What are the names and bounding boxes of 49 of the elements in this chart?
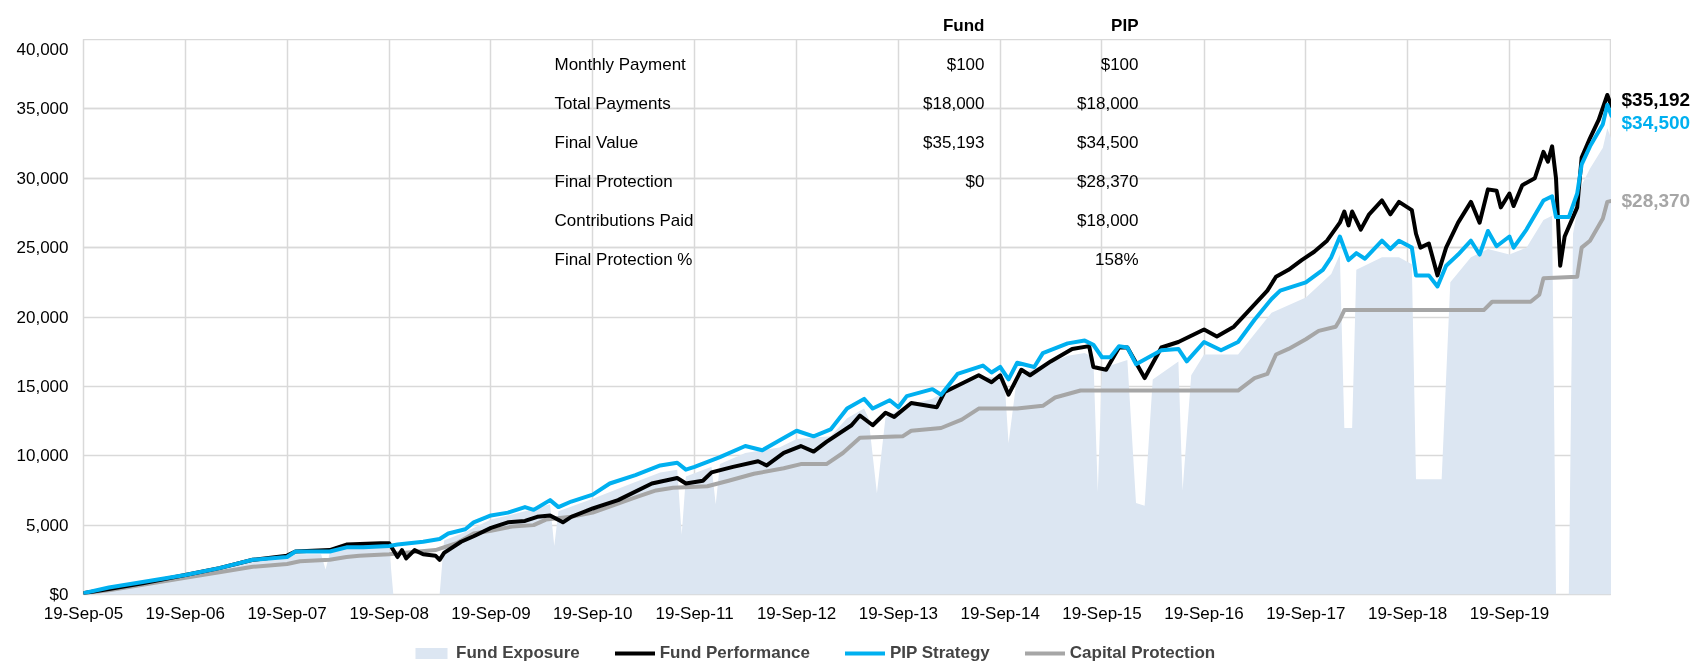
y-tick-label: 10,000	[16, 446, 69, 466]
y-tick-label: 15,000	[16, 376, 69, 396]
y-tick-label: $0	[49, 585, 69, 604]
text: PIP	[1111, 15, 1139, 35]
x-tick-label: 19-Sep-10	[553, 603, 633, 623]
legend-label: Capital Protection	[1069, 643, 1216, 663]
annotation: Total Payments	[554, 93, 671, 113]
data-label: $35,192	[1621, 89, 1691, 111]
annotation: Final Value	[554, 132, 639, 152]
x-tick-label: 19-Sep-16	[1164, 603, 1244, 623]
x-tick-label: 19-Sep-19	[1469, 603, 1550, 623]
x-tick-label: 19-Sep-07	[247, 603, 327, 623]
annotation: Monthly Payment	[554, 54, 687, 74]
x-tick-label: 19-Sep-05	[43, 603, 124, 623]
y-tick-label: 25,000	[16, 238, 69, 258]
text: Fund	[942, 15, 985, 35]
annotation: $28,370	[1077, 171, 1139, 191]
x-tick-label: 19-Sep-09	[451, 603, 531, 623]
annotation: $0	[965, 171, 985, 191]
y-tick-label: 40,000	[16, 39, 69, 59]
y-tick-label: 30,000	[16, 168, 69, 188]
annotation: $100	[946, 54, 985, 74]
annotation: Final Protection %	[554, 249, 693, 269]
x-tick-label: 19-Sep-13	[858, 603, 939, 623]
annotation: $34,500	[1077, 132, 1139, 152]
x-tick-label: 19-Sep-08	[349, 603, 429, 623]
annotation: 158%	[1095, 249, 1139, 269]
data-label: $34,500	[1621, 112, 1691, 134]
x-tick-label: 19-Sep-17	[1266, 603, 1346, 623]
x-tick-label: 19-Sep-14	[960, 603, 1040, 623]
y-tick-label: 5,000	[25, 515, 69, 535]
x-tick-label: 19-Sep-06	[145, 603, 225, 623]
legend-label: Fund Performance	[659, 643, 810, 663]
legend-label: Fund Exposure	[456, 643, 580, 663]
annotation: Contributions Paid	[554, 210, 694, 230]
annotation: $18,000	[1077, 210, 1139, 230]
legend-label: PIP Strategy	[889, 643, 990, 663]
x-tick-label: 19-Sep-12	[756, 603, 837, 623]
annotation: Final Protection	[554, 171, 673, 191]
annotation: $100	[1100, 54, 1139, 74]
x-tick-label: 19-Sep-11	[655, 603, 734, 623]
data-label: $28,370	[1621, 190, 1691, 212]
x-tick-label: 19-Sep-15	[1062, 603, 1142, 623]
annotation: $18,000	[923, 93, 985, 113]
annotation: $35,193	[923, 132, 985, 152]
y-tick-label: 20,000	[16, 307, 69, 327]
y-tick-label: 35,000	[16, 99, 69, 119]
annotation: $18,000	[1077, 93, 1139, 113]
x-tick-label: 19-Sep-18	[1367, 603, 1448, 623]
